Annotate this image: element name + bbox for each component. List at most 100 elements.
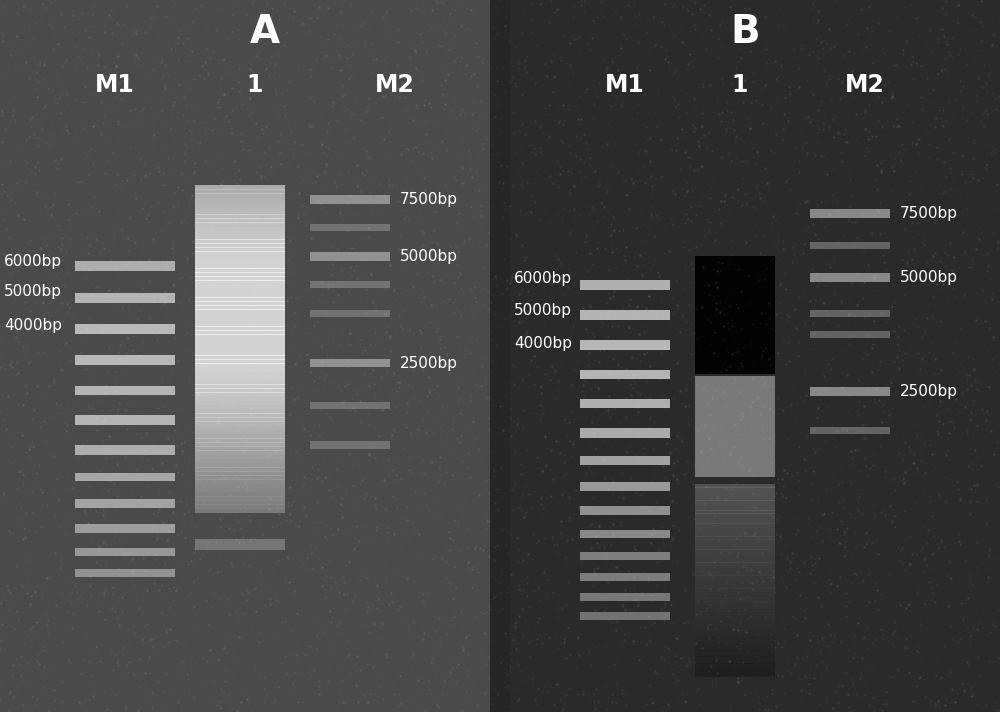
Bar xyxy=(695,611,775,614)
Bar xyxy=(695,666,775,670)
Bar xyxy=(695,631,775,634)
Text: 2500bp: 2500bp xyxy=(400,355,458,371)
Bar xyxy=(310,252,390,261)
Bar xyxy=(580,310,670,320)
Bar xyxy=(195,289,285,293)
Bar xyxy=(695,624,775,628)
Bar xyxy=(695,575,775,579)
Bar xyxy=(695,602,775,605)
Bar xyxy=(580,340,670,350)
Bar xyxy=(195,231,285,236)
Bar xyxy=(810,273,890,282)
Bar xyxy=(195,219,285,223)
Bar xyxy=(695,627,775,631)
Bar xyxy=(695,550,775,553)
Bar xyxy=(810,310,890,317)
Bar xyxy=(195,467,285,471)
Bar xyxy=(195,476,285,480)
Bar xyxy=(310,281,390,288)
Bar xyxy=(580,370,670,379)
Bar xyxy=(195,247,285,252)
Bar xyxy=(695,608,775,612)
Bar xyxy=(195,293,285,298)
Bar xyxy=(75,524,175,533)
Bar xyxy=(195,438,285,443)
Bar xyxy=(195,380,285,384)
Bar xyxy=(195,501,285,505)
Text: M2: M2 xyxy=(375,73,415,98)
Bar xyxy=(195,405,285,409)
Bar xyxy=(310,195,390,204)
Bar xyxy=(195,442,285,447)
Bar xyxy=(195,372,285,377)
Bar xyxy=(695,556,775,560)
Bar xyxy=(695,664,775,667)
Text: 5000bp: 5000bp xyxy=(400,248,458,264)
Bar xyxy=(695,533,775,537)
Bar xyxy=(195,417,285,422)
Text: 4000bp: 4000bp xyxy=(514,335,572,351)
Bar xyxy=(195,488,285,493)
Text: 1: 1 xyxy=(732,73,748,98)
Bar xyxy=(695,494,775,498)
Bar xyxy=(310,310,390,317)
Text: M1: M1 xyxy=(95,73,135,98)
Bar xyxy=(695,520,775,523)
Bar xyxy=(195,422,285,426)
Bar xyxy=(695,598,775,602)
Text: 5000bp: 5000bp xyxy=(4,284,62,300)
Bar xyxy=(75,355,175,365)
Bar xyxy=(75,324,175,334)
Bar xyxy=(195,338,285,343)
Bar xyxy=(695,484,775,488)
Bar xyxy=(75,499,175,508)
Bar xyxy=(195,504,285,509)
Bar xyxy=(195,185,285,190)
Bar xyxy=(310,441,390,449)
Bar xyxy=(695,654,775,657)
Bar xyxy=(195,226,285,231)
Bar xyxy=(695,572,775,576)
Bar xyxy=(695,650,775,654)
Bar xyxy=(695,588,775,592)
Bar xyxy=(195,446,285,451)
Bar xyxy=(810,331,890,338)
Bar xyxy=(695,546,775,550)
Bar xyxy=(695,376,775,477)
Bar xyxy=(195,454,285,459)
Bar xyxy=(695,517,775,520)
Bar xyxy=(695,562,775,566)
Bar xyxy=(195,471,285,476)
Bar xyxy=(695,536,775,540)
Bar xyxy=(310,224,390,231)
Bar xyxy=(695,543,775,546)
Bar xyxy=(695,523,775,527)
Bar xyxy=(195,492,285,496)
Bar xyxy=(75,416,175,425)
Bar xyxy=(580,572,670,580)
Bar xyxy=(195,285,285,289)
Bar xyxy=(810,242,890,249)
Bar xyxy=(695,641,775,644)
Bar xyxy=(580,280,670,290)
Bar xyxy=(195,367,285,372)
Bar xyxy=(695,565,775,569)
Bar xyxy=(75,446,175,454)
Bar xyxy=(695,670,775,674)
Bar xyxy=(195,376,285,380)
Bar xyxy=(695,614,775,618)
Bar xyxy=(195,194,285,198)
Bar xyxy=(195,347,285,352)
Bar xyxy=(195,201,285,206)
Bar xyxy=(195,244,285,248)
Text: 4000bp: 4000bp xyxy=(4,318,62,333)
Bar xyxy=(695,644,775,647)
Bar xyxy=(195,496,285,501)
Bar xyxy=(695,673,775,676)
Bar xyxy=(195,276,285,281)
Bar xyxy=(695,660,775,664)
Text: A: A xyxy=(250,13,280,51)
Bar xyxy=(695,585,775,589)
Text: B: B xyxy=(730,13,760,51)
Bar xyxy=(695,592,775,595)
